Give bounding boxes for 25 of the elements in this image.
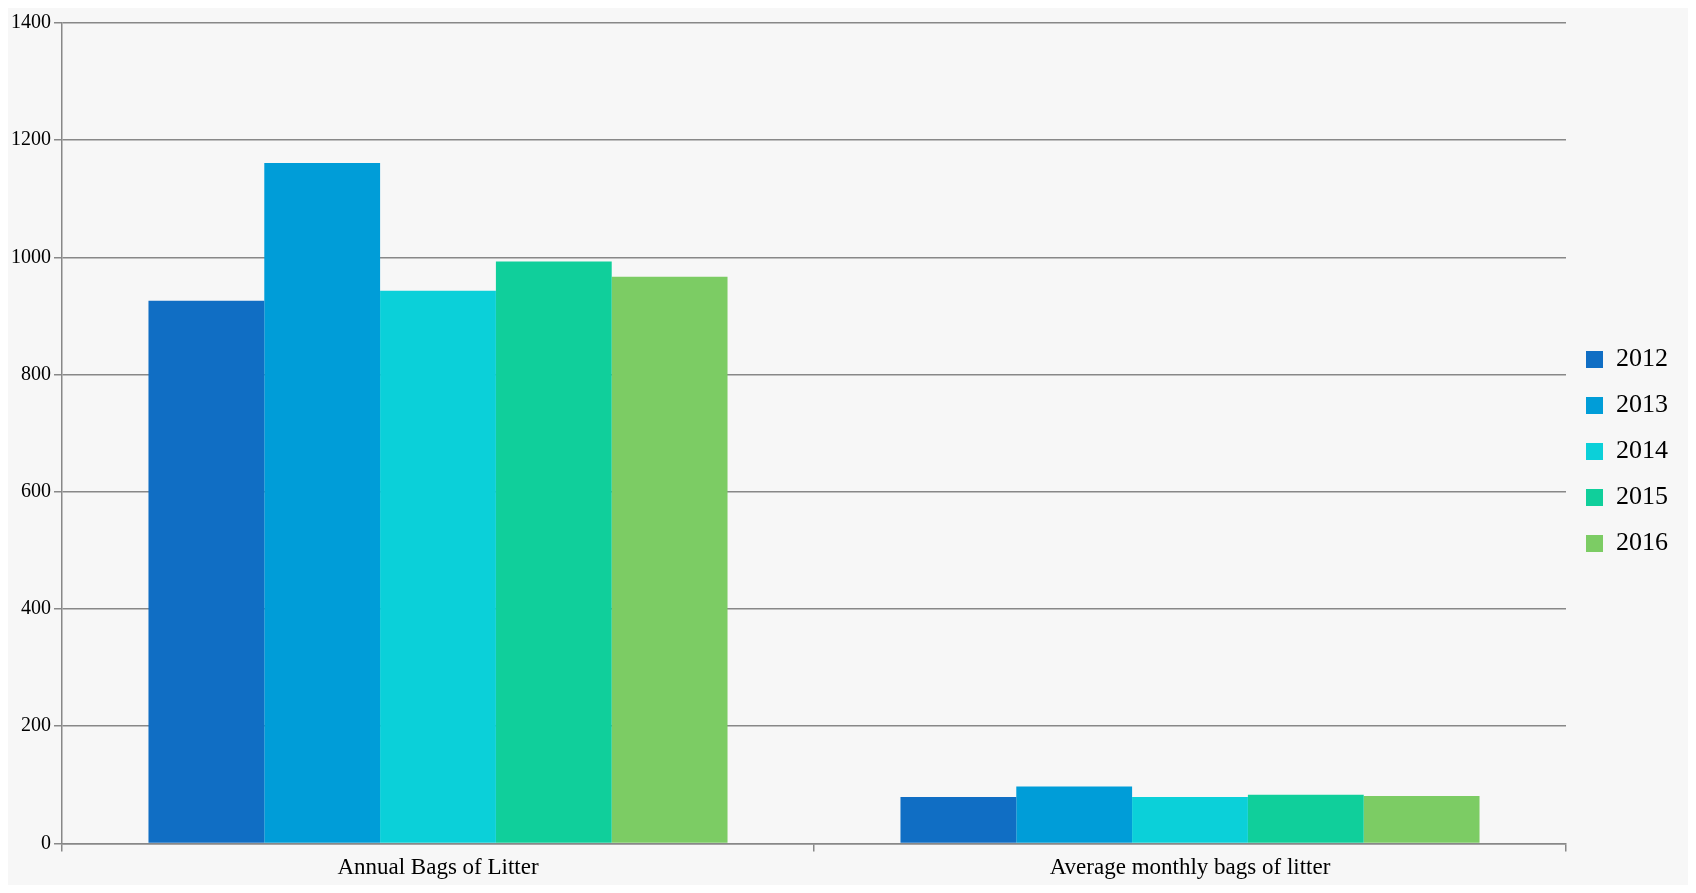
bar <box>1363 795 1480 843</box>
bar <box>611 276 728 843</box>
legend-label: 2012 <box>1616 343 1668 373</box>
bar <box>1016 786 1133 843</box>
legend-label: 2016 <box>1616 527 1668 557</box>
x-tick-label: Average monthly bags of litter <box>1049 854 1331 880</box>
bar <box>900 797 1017 843</box>
y-tick-label: 400 <box>21 596 51 619</box>
bar <box>1132 797 1248 843</box>
y-tick-label: 1000 <box>11 244 51 267</box>
y-tick-label: 1200 <box>11 127 51 150</box>
y-tick-label: 800 <box>21 361 51 384</box>
bar <box>264 163 381 843</box>
bar <box>1247 794 1364 843</box>
x-tick-label: Annual Bags of Litter <box>337 854 539 880</box>
y-tick-label: 600 <box>21 479 51 502</box>
legend-label: 2014 <box>1616 435 1668 465</box>
bar <box>148 300 265 843</box>
y-tick-label: 0 <box>41 830 51 853</box>
bar <box>495 261 612 843</box>
y-tick-label: 1400 <box>11 10 51 33</box>
legend-label: 2013 <box>1616 389 1668 419</box>
bar <box>380 290 496 843</box>
y-tick-label: 200 <box>21 713 51 736</box>
legend-label: 2015 <box>1616 481 1668 511</box>
